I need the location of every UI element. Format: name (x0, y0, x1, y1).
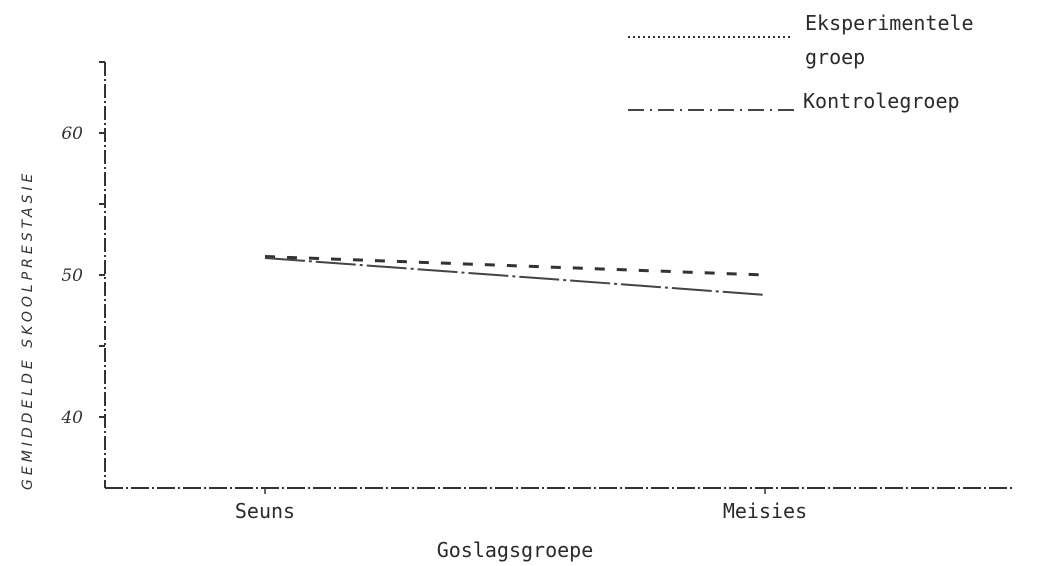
y-tick-label: 60 (61, 124, 83, 144)
series-line-experimental (264, 255, 766, 277)
x-axis-title: Goslagsgroepe (437, 538, 594, 562)
legend-label-experimental: Eksperimentele (805, 11, 974, 35)
x-categories: Seuns Meisies (235, 488, 807, 523)
y-axis-title: GEMIDDELDE SKOOLPRESTASIE (20, 170, 36, 490)
series-lines (264, 255, 766, 296)
y-tick-label: 50 (61, 266, 83, 286)
legend-label-control: Kontrolegroep (803, 89, 960, 113)
series-line-control (264, 256, 766, 296)
x-category-label: Meisies (723, 499, 807, 523)
legend: Eksperimentele groep Kontrolegroep (628, 11, 974, 113)
y-tick-label: 40 (60, 408, 83, 428)
x-category-label: Seuns (235, 499, 295, 523)
y-ticks: 40 50 60 (60, 61, 105, 428)
legend-label-experimental-2: groep (805, 45, 865, 69)
